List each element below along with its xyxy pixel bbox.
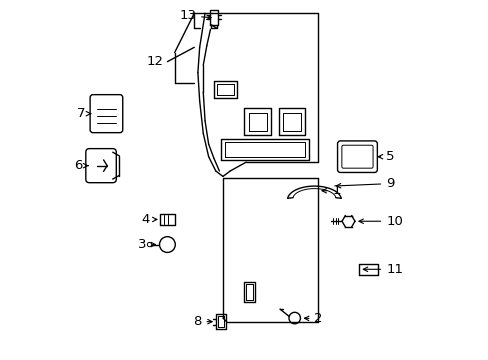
Text: 9: 9: [336, 177, 394, 190]
Text: 2: 2: [304, 312, 322, 325]
Text: 12: 12: [146, 55, 163, 68]
Text: 4: 4: [141, 213, 157, 226]
Text: 3: 3: [138, 238, 155, 251]
Text: 8: 8: [193, 315, 212, 328]
Text: 1: 1: [322, 184, 340, 197]
Text: 13: 13: [179, 9, 211, 22]
Text: 5: 5: [378, 150, 394, 163]
Text: 11: 11: [363, 263, 402, 276]
Text: 10: 10: [358, 215, 402, 228]
Text: 6: 6: [74, 159, 88, 172]
Text: 7: 7: [76, 107, 91, 120]
